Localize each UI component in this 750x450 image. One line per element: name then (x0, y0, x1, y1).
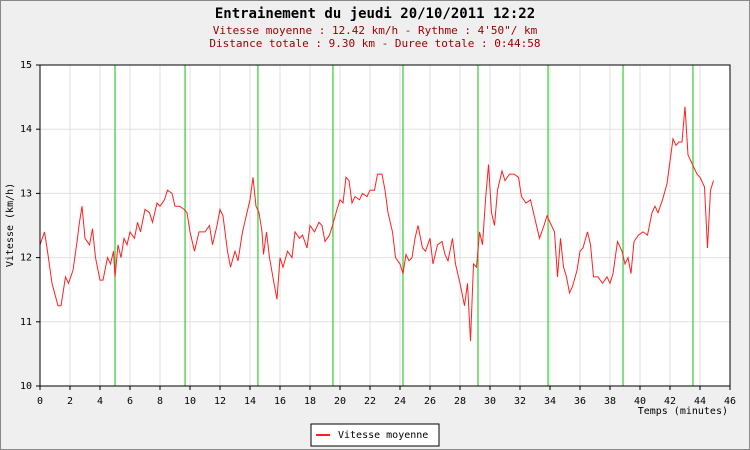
x-tick-label: 4 (97, 396, 103, 407)
y-tick-label: 15 (20, 60, 32, 71)
x-tick-label: 10 (184, 396, 196, 407)
x-tick-label: 26 (424, 396, 436, 407)
x-tick-label: 14 (244, 396, 256, 407)
x-tick-label: 22 (364, 396, 376, 407)
legend-box (310, 423, 440, 447)
chart-title: Entrainement du jeudi 20/10/2011 12:22 (215, 6, 535, 22)
subtitle: Distance totale : 9.30 km - Duree totale… (209, 37, 540, 50)
x-tick-label: 8 (157, 396, 163, 407)
y-axis-label: Vitesse (km/h) (5, 183, 16, 267)
y-tick-label: 13 (20, 188, 32, 199)
data-line (39, 106, 714, 342)
y-tick-label: 11 (20, 317, 32, 328)
x-axis-label: Temps (minutes) (638, 406, 728, 417)
x-tick-label: 44 (694, 396, 706, 407)
x-tick-label: 16 (274, 396, 286, 407)
y-tick-label: 12 (20, 253, 32, 264)
x-tick-label: 12 (214, 396, 226, 407)
x-tick-label: 20 (334, 396, 346, 407)
x-tick-label: 34 (544, 396, 556, 407)
plot-border (39, 64, 731, 387)
x-tick-label: 42 (664, 396, 676, 407)
x-tick-label: 0 (37, 396, 43, 407)
x-tick-label: 18 (304, 396, 316, 407)
x-tick-label: 30 (484, 396, 496, 407)
legend-label: Vitesse moyenne (338, 430, 428, 441)
x-tick-label: 36 (574, 396, 586, 407)
y-tick-label: 10 (20, 381, 32, 392)
x-tick-label: 6 (127, 396, 133, 407)
x-tick-label: 40 (634, 396, 646, 407)
y-tick-label: 14 (20, 124, 32, 135)
x-tick-label: 28 (454, 396, 466, 407)
subtitle: Vitesse moyenne : 12.42 km/h - Rythme : … (213, 24, 538, 37)
x-tick-label: 24 (394, 396, 406, 407)
x-tick-label: 32 (514, 396, 526, 407)
plot-area (40, 65, 730, 386)
x-tick-label: 2 (67, 396, 73, 407)
x-tick-label: 46 (724, 396, 736, 407)
x-tick-label: 38 (604, 396, 616, 407)
